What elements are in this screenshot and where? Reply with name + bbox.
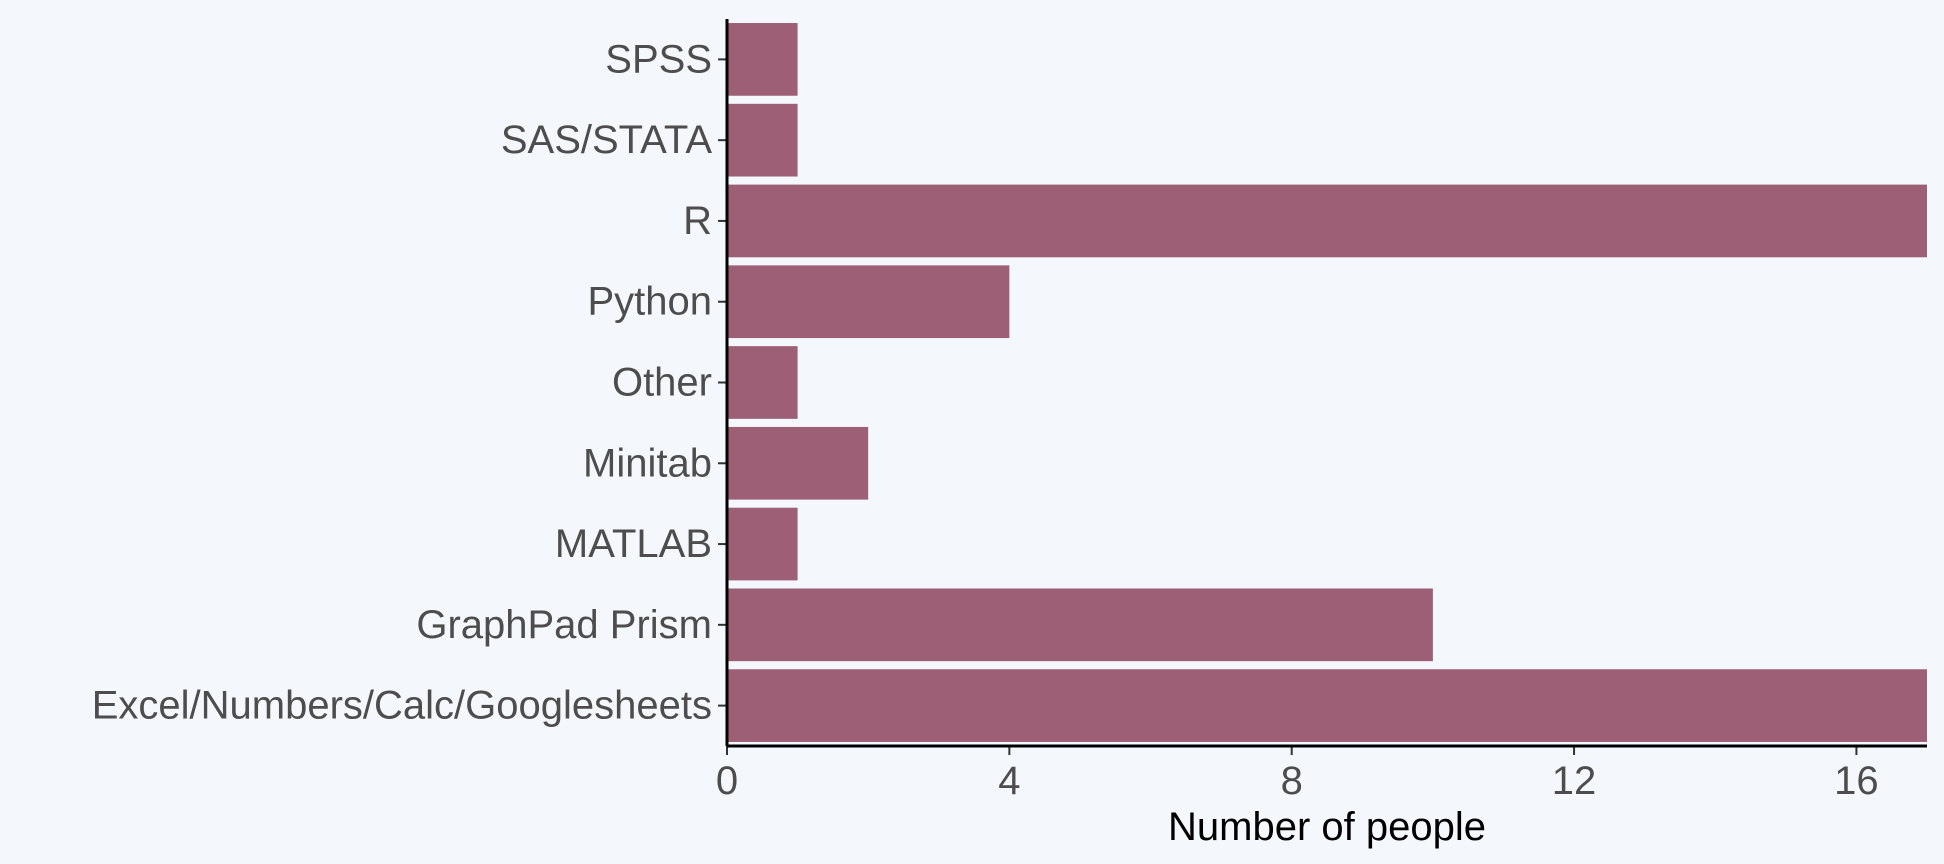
bar-graphpad-prism — [727, 588, 1433, 662]
x-tick-label: 16 — [1834, 759, 1879, 803]
bar-matlab — [727, 507, 798, 581]
category-label-excel-numbers-calc-googlesheets: Excel/Numbers/Calc/Googlesheets — [92, 684, 712, 728]
bar-other — [727, 346, 798, 419]
category-label-python: Python — [587, 280, 712, 324]
x-tick-label: 0 — [716, 759, 738, 803]
category-label-graphpad-prism: GraphPad Prism — [416, 603, 712, 647]
bar-excel-numbers-calc-googlesheets — [727, 669, 1927, 742]
bar-r — [727, 184, 1927, 258]
x-tick-label: 4 — [998, 759, 1020, 803]
category-label-minitab: Minitab — [583, 441, 712, 485]
bar-python — [727, 265, 1010, 339]
bar-sas-stata — [727, 103, 798, 177]
bar-spss — [727, 23, 798, 96]
bars-group — [727, 23, 1927, 742]
category-label-sas-stata: SAS/STATA — [501, 118, 712, 162]
bar-minitab — [727, 426, 869, 500]
category-label-matlab: MATLAB — [555, 522, 712, 566]
x-axis-title: Number of people — [1168, 805, 1486, 849]
x-tick-label: 12 — [1552, 759, 1597, 803]
x-ticks-group: 0 4 8 12 16 — [716, 746, 1879, 803]
x-tick-label: 8 — [1281, 759, 1303, 803]
category-label-spss: SPSS — [605, 37, 712, 81]
category-labels-group: SPSS SAS/STATA R Python Other Minitab MATLAB Gr… — [92, 37, 727, 728]
category-label-other: Other — [612, 361, 712, 405]
category-label-r: R — [683, 199, 712, 243]
